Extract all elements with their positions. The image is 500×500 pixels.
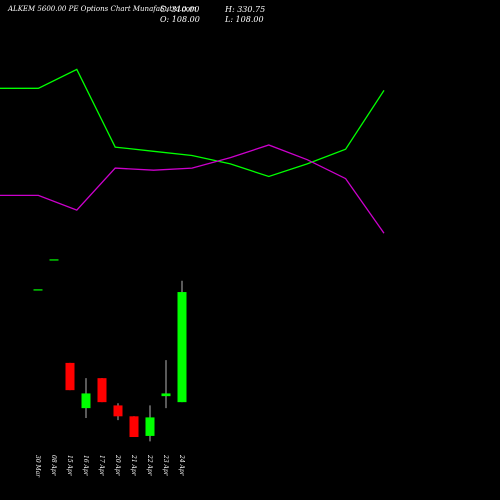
x-tick-label: 20 Apr xyxy=(114,454,121,477)
candle-body xyxy=(81,393,91,409)
x-tick-label: 23 Apr xyxy=(162,454,169,477)
x-tick-label: 08 Apr xyxy=(50,455,57,477)
candle-body xyxy=(113,405,123,417)
candle-body xyxy=(97,378,107,403)
x-tick-label: 21 Apr xyxy=(130,454,137,477)
candle-body xyxy=(129,416,139,438)
ohlc-close: C: 310.00 xyxy=(160,5,199,14)
x-tick-label: 17 Apr xyxy=(98,455,105,477)
ohlc-open: O: 108.00 xyxy=(160,15,200,24)
x-tick-label: 22 Apr xyxy=(146,454,153,477)
candle-body xyxy=(49,259,59,261)
chart-title: ALKEM 5600.00 PE Options Chart MunafaSut… xyxy=(7,5,197,13)
indicator-line xyxy=(0,144,385,234)
ohlc-low: L: 108.00 xyxy=(224,15,264,24)
x-tick-label: 24 Apr xyxy=(178,454,185,477)
candle-body xyxy=(177,292,187,403)
x-tick-label: 15 Apr xyxy=(66,455,73,477)
x-tick-label: 30 Mar xyxy=(34,455,41,478)
indicator-line xyxy=(0,68,385,178)
candle-body xyxy=(161,393,171,397)
ohlc-high: H: 330.75 xyxy=(224,5,265,14)
x-tick-label: 16 Apr xyxy=(82,455,89,477)
candle-body xyxy=(145,417,155,436)
candle-body xyxy=(33,289,43,291)
candle-body xyxy=(65,362,75,391)
